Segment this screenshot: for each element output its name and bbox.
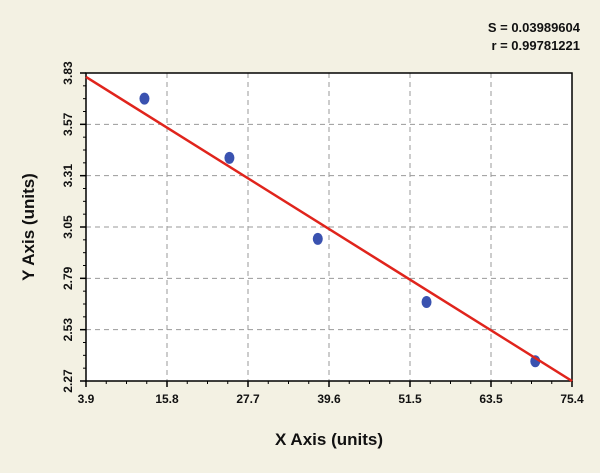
data-point <box>312 232 323 245</box>
ticks-layer: 3.9 15.8 27.7 39.6 51.5 63.5 75.4 2.27 2.53 2.79 3… <box>61 61 584 406</box>
x-tick-label: 15.8 <box>155 392 179 406</box>
y-tick-label: 2.79 <box>61 266 75 290</box>
y-tick-label: 3.57 <box>61 112 75 136</box>
y-tick-label: 2.27 <box>61 369 75 393</box>
y-tick-label: 3.83 <box>61 61 75 85</box>
grid-layer <box>86 73 572 381</box>
x-tick-label: 3.9 <box>78 392 95 406</box>
x-tick-label: 51.5 <box>398 392 422 406</box>
series-layer <box>85 75 573 383</box>
y-axis-title: Y Axis (units) <box>19 173 38 281</box>
stat-s: S = 0.03989604 <box>487 20 580 35</box>
x-tick-label: 75.4 <box>560 392 584 406</box>
fit-line <box>85 75 573 383</box>
x-tick-label: 27.7 <box>236 392 260 406</box>
x-tick-label: 63.5 <box>479 392 503 406</box>
data-point <box>139 92 150 105</box>
y-tick-label: 3.05 <box>61 215 75 239</box>
x-tick-label: 39.6 <box>317 392 341 406</box>
x-axis-title: X Axis (units) <box>275 430 383 449</box>
stat-r: r = 0.99781221 <box>491 38 580 53</box>
y-tick-label: 2.53 <box>61 318 75 342</box>
y-tick-label: 3.31 <box>61 164 75 188</box>
data-point <box>224 151 235 164</box>
data-point <box>421 296 432 309</box>
